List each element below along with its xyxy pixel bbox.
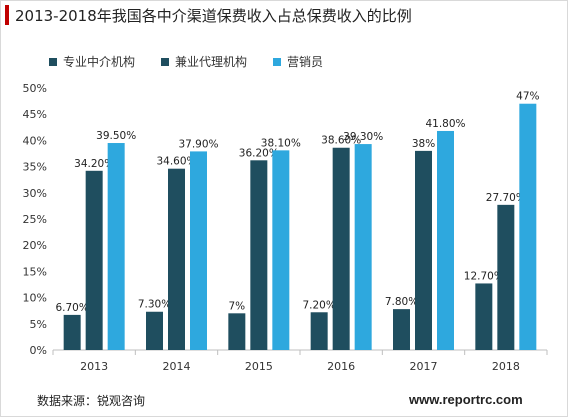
data-label: 38.60% <box>321 135 361 147</box>
y-tick-label: 30% <box>23 187 47 200</box>
data-label: 39.50% <box>96 130 136 142</box>
legend-swatch-agents <box>273 57 282 66</box>
chart-title: 2013-2018年我国各中介渠道保费收入占总保费收入的比例 <box>15 7 412 25</box>
legend-item-professional: 专业中介机构 <box>49 53 135 70</box>
data-label: 12.70% <box>464 270 504 282</box>
x-tick-label: 2018 <box>492 360 520 373</box>
bar <box>475 283 493 350</box>
data-label: 7.80% <box>385 296 418 308</box>
legend: 专业中介机构 兼业代理机构 营销员 <box>49 53 323 70</box>
y-tick-label: 40% <box>23 134 47 147</box>
bar <box>354 144 372 350</box>
bar <box>415 150 432 350</box>
bar <box>85 170 103 350</box>
x-tick-label: 2016 <box>327 360 355 373</box>
source-url: www.reportrc.com <box>409 392 523 407</box>
data-label: 7.20% <box>302 299 335 311</box>
x-tick-label: 2017 <box>410 360 438 373</box>
data-label: 39.30% <box>343 131 383 143</box>
bar <box>228 313 246 350</box>
title-accent-bar <box>5 5 9 25</box>
data-label: 36.20% <box>239 147 279 159</box>
bar-chart: 0% 5% 10% 15% 20% 25% 30% 35% 40% 45% 50% 2013 6.70%… <box>23 82 548 373</box>
data-label: 7% <box>228 300 245 312</box>
bar <box>168 168 185 350</box>
data-label: 34.60% <box>156 156 196 168</box>
data-label: 7.30% <box>138 299 171 311</box>
bar <box>497 204 515 350</box>
bar <box>393 309 410 350</box>
data-label: 34.20% <box>74 158 114 170</box>
legend-label-concurrent: 兼业代理机构 <box>175 55 248 69</box>
y-tick-label: 50% <box>23 82 47 95</box>
data-label: 37.90% <box>178 138 218 150</box>
data-label: 47% <box>516 91 539 103</box>
bar <box>250 160 268 350</box>
y-tick-label: 35% <box>23 161 47 174</box>
x-tick-label: 2014 <box>163 360 191 373</box>
y-tick-label: 25% <box>23 213 47 226</box>
data-label: 38% <box>412 138 435 150</box>
bar <box>332 147 350 350</box>
y-tick-label: 0% <box>30 344 47 357</box>
y-tick-label: 15% <box>23 265 47 278</box>
legend-swatch-concurrent <box>161 57 170 66</box>
legend-swatch-professional <box>49 57 57 66</box>
x-tick-label: 2015 <box>245 360 273 373</box>
data-label: 38.10% <box>261 137 301 149</box>
data-source: 数据来源：锐观咨询 <box>37 394 146 408</box>
bar <box>272 150 290 350</box>
data-label: 6.70% <box>55 302 88 314</box>
y-tick-label: 20% <box>23 239 47 252</box>
bar <box>107 143 125 350</box>
legend-item-concurrent: 兼业代理机构 <box>161 53 247 70</box>
legend-item-agents: 营销员 <box>273 53 323 70</box>
bar <box>190 151 207 350</box>
bar <box>146 311 163 350</box>
data-label: 41.80% <box>425 118 465 130</box>
data-label: 27.70% <box>486 192 526 204</box>
bar <box>519 103 537 350</box>
x-tick-label: 2013 <box>80 360 108 373</box>
legend-label-professional: 专业中介机构 <box>63 55 136 69</box>
bar <box>437 130 454 350</box>
y-tick-label: 45% <box>23 108 47 121</box>
y-tick-label: 10% <box>23 292 47 305</box>
legend-label-agents: 营销员 <box>287 55 324 69</box>
bar <box>310 312 328 350</box>
bar <box>63 314 81 350</box>
y-tick-label: 5% <box>30 318 47 331</box>
